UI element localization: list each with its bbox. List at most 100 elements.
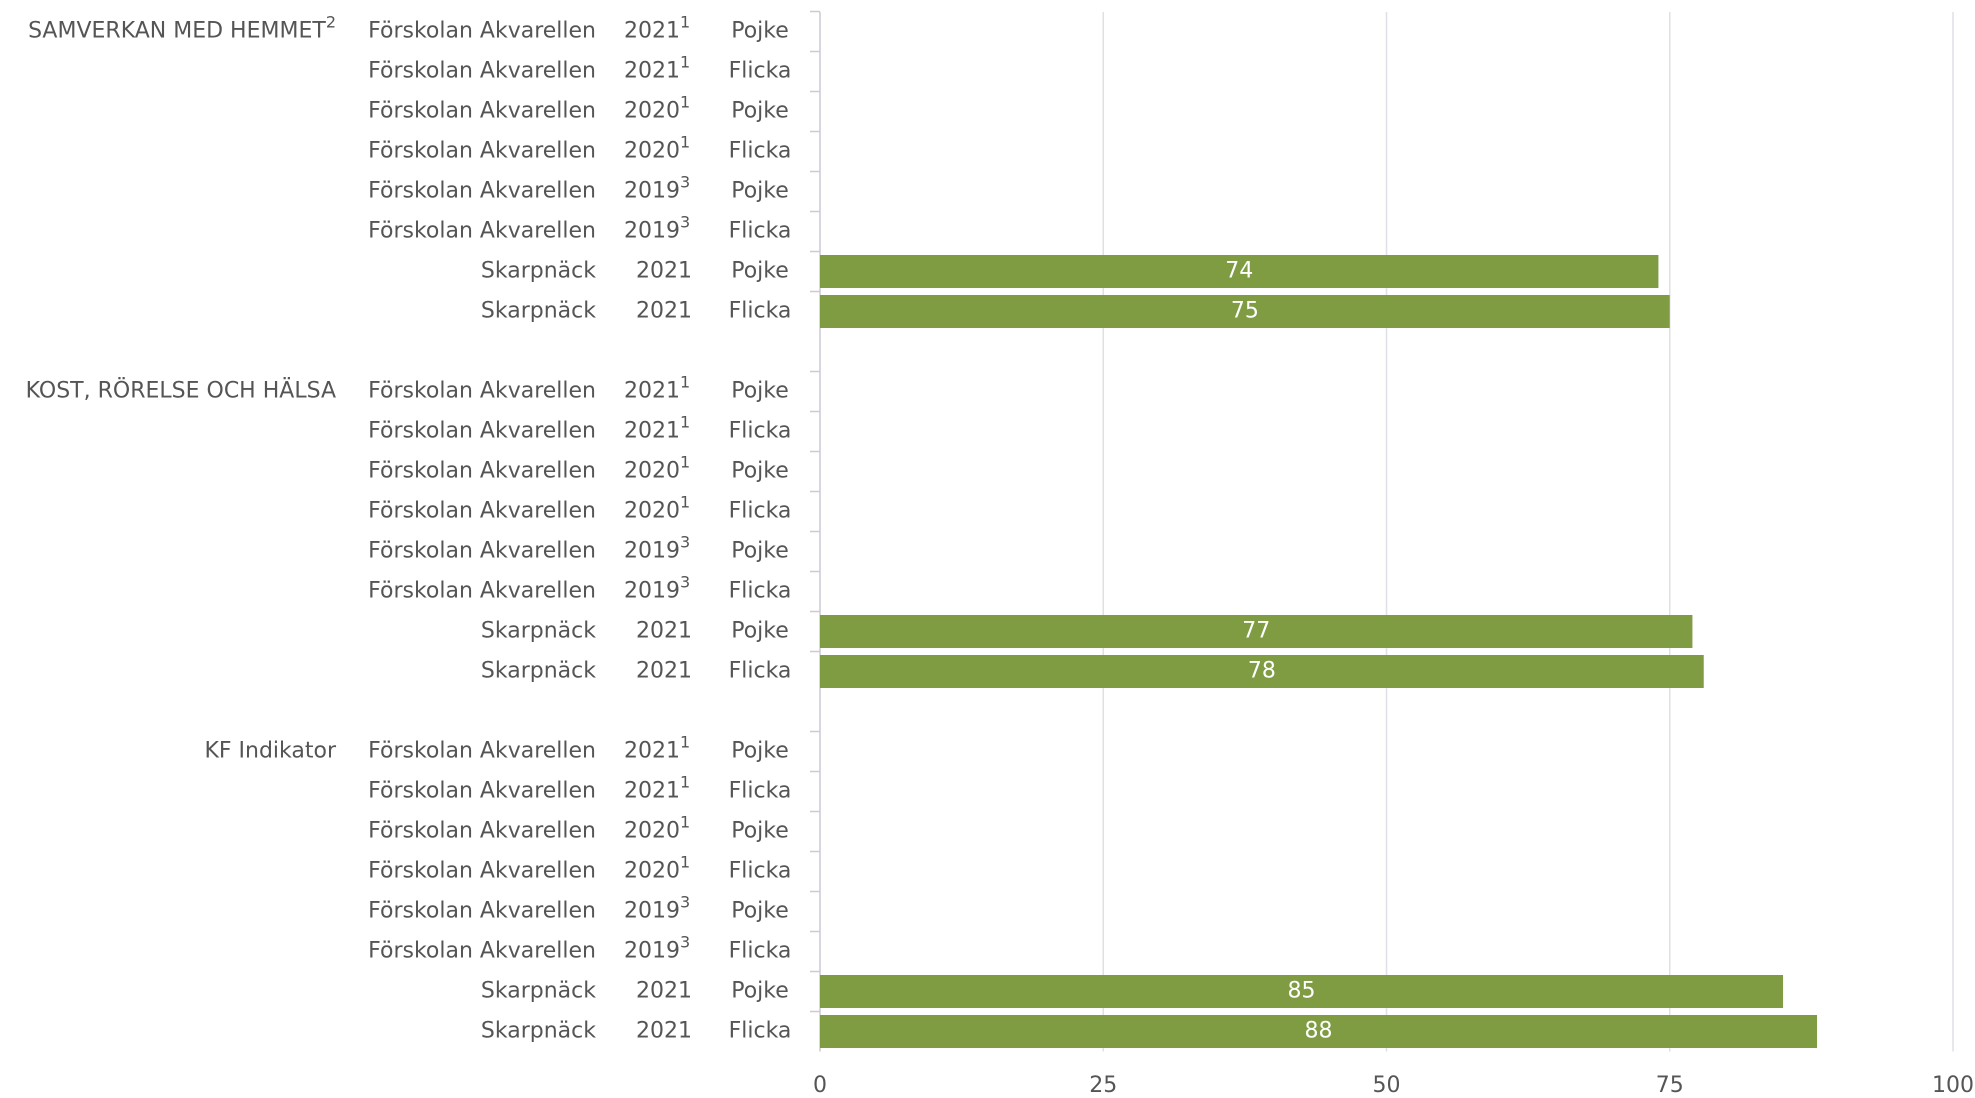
footnote: 1 xyxy=(680,52,690,71)
school-label: Förskolan Akvarellen xyxy=(368,899,596,924)
footnote: 2 xyxy=(326,12,336,31)
bar xyxy=(820,975,1784,1008)
school-label: Förskolan Akvarellen xyxy=(368,539,596,564)
year-label: 20211 xyxy=(624,52,690,84)
year-label-text: 2021 xyxy=(624,419,680,444)
group-label: KOST, RÖRELSE OCH HÄLSA xyxy=(26,378,336,404)
year-label: 20193 xyxy=(624,572,690,604)
year-label: 20211 xyxy=(624,372,690,404)
year-label: 20193 xyxy=(624,172,690,204)
year-label-text: 2021 xyxy=(636,659,692,684)
year-label-text: 2021 xyxy=(636,1019,692,1044)
footnote: 3 xyxy=(680,572,690,591)
gender-label: Pojke xyxy=(731,619,789,644)
bar xyxy=(820,655,1704,688)
year-label: 2021 xyxy=(636,619,692,644)
year-label: 20193 xyxy=(624,932,690,964)
footnote: 1 xyxy=(680,372,690,391)
gender-label: Flicka xyxy=(729,579,792,604)
group-label-text: SAMVERKAN MED HEMMET xyxy=(28,19,326,44)
year-label: 20211 xyxy=(624,772,690,804)
group-label: KF Indikator xyxy=(204,739,337,764)
school-label: Skarpnäck xyxy=(481,1019,596,1044)
footnote: 1 xyxy=(680,12,690,31)
year-label-text: 2021 xyxy=(624,19,680,44)
footnote: 3 xyxy=(680,532,690,551)
school-label: Förskolan Akvarellen xyxy=(368,819,596,844)
gender-label: Flicka xyxy=(729,419,792,444)
group-label-text: KF Indikator xyxy=(204,739,337,764)
value-label: 78 xyxy=(1248,659,1276,684)
gender-label: Flicka xyxy=(729,299,792,324)
gender-label: Flicka xyxy=(729,1019,792,1044)
school-label: Skarpnäck xyxy=(481,979,596,1004)
group-label-text: KOST, RÖRELSE OCH HÄLSA xyxy=(26,378,336,404)
footnote: 1 xyxy=(680,412,690,431)
gender-label: Flicka xyxy=(729,59,792,84)
footnote: 1 xyxy=(680,812,690,831)
year-label: 20201 xyxy=(624,452,690,484)
bar xyxy=(820,255,1659,288)
gender-label: Pojke xyxy=(731,379,789,404)
x-tick-label: 75 xyxy=(1656,1073,1684,1098)
group-label: SAMVERKAN MED HEMMET2 xyxy=(28,12,336,44)
school-label: Skarpnäck xyxy=(481,299,596,324)
year-label-text: 2020 xyxy=(624,819,680,844)
footnote: 3 xyxy=(680,212,690,231)
x-tick-label: 25 xyxy=(1089,1073,1117,1098)
gender-label: Flicka xyxy=(729,859,792,884)
gender-label: Pojke xyxy=(731,99,789,124)
year-label-text: 2019 xyxy=(624,939,680,964)
school-label: Förskolan Akvarellen xyxy=(368,499,596,524)
value-label: 74 xyxy=(1225,259,1253,284)
bar xyxy=(820,295,1670,328)
year-label: 20193 xyxy=(624,212,690,244)
year-label-text: 2021 xyxy=(636,259,692,284)
gender-label: Flicka xyxy=(729,939,792,964)
year-label-text: 2020 xyxy=(624,459,680,484)
gender-label: Flicka xyxy=(729,219,792,244)
school-label: Skarpnäck xyxy=(481,259,596,284)
gender-label: Pojke xyxy=(731,819,789,844)
year-label-text: 2020 xyxy=(624,99,680,124)
footnote: 3 xyxy=(680,932,690,951)
year-label-text: 2021 xyxy=(624,379,680,404)
footnote: 1 xyxy=(680,452,690,471)
year-label-text: 2019 xyxy=(624,579,680,604)
gender-label: Pojke xyxy=(731,19,789,44)
footnote: 1 xyxy=(680,92,690,111)
year-label: 20201 xyxy=(624,492,690,524)
school-label: Förskolan Akvarellen xyxy=(368,459,596,484)
gender-label: Pojke xyxy=(731,459,789,484)
footnote: 1 xyxy=(680,772,690,791)
year-label: 20193 xyxy=(624,532,690,564)
value-label: 75 xyxy=(1231,299,1259,324)
year-label: 20211 xyxy=(624,732,690,764)
gender-label: Pojke xyxy=(731,539,789,564)
footnote: 3 xyxy=(680,172,690,191)
value-label: 88 xyxy=(1305,1019,1333,1044)
year-label-text: 2019 xyxy=(624,899,680,924)
year-label-text: 2021 xyxy=(636,979,692,1004)
gender-label: Flicka xyxy=(729,499,792,524)
school-label: Förskolan Akvarellen xyxy=(368,59,596,84)
year-label: 20201 xyxy=(624,852,690,884)
school-label: Förskolan Akvarellen xyxy=(368,739,596,764)
bar xyxy=(820,615,1693,648)
gender-label: Pojke xyxy=(731,259,789,284)
year-label-text: 2021 xyxy=(636,619,692,644)
school-label: Förskolan Akvarellen xyxy=(368,579,596,604)
school-label: Förskolan Akvarellen xyxy=(368,859,596,884)
footnote: 3 xyxy=(680,892,690,911)
year-label: 20201 xyxy=(624,132,690,164)
school-label: Förskolan Akvarellen xyxy=(368,379,596,404)
year-label-text: 2021 xyxy=(636,299,692,324)
footnote: 1 xyxy=(680,852,690,871)
footnote: 1 xyxy=(680,732,690,751)
school-label: Förskolan Akvarellen xyxy=(368,419,596,444)
gender-label: Pojke xyxy=(731,179,789,204)
year-label: 2021 xyxy=(636,659,692,684)
school-label: Förskolan Akvarellen xyxy=(368,779,596,804)
year-label-text: 2021 xyxy=(624,59,680,84)
school-label: Förskolan Akvarellen xyxy=(368,19,596,44)
